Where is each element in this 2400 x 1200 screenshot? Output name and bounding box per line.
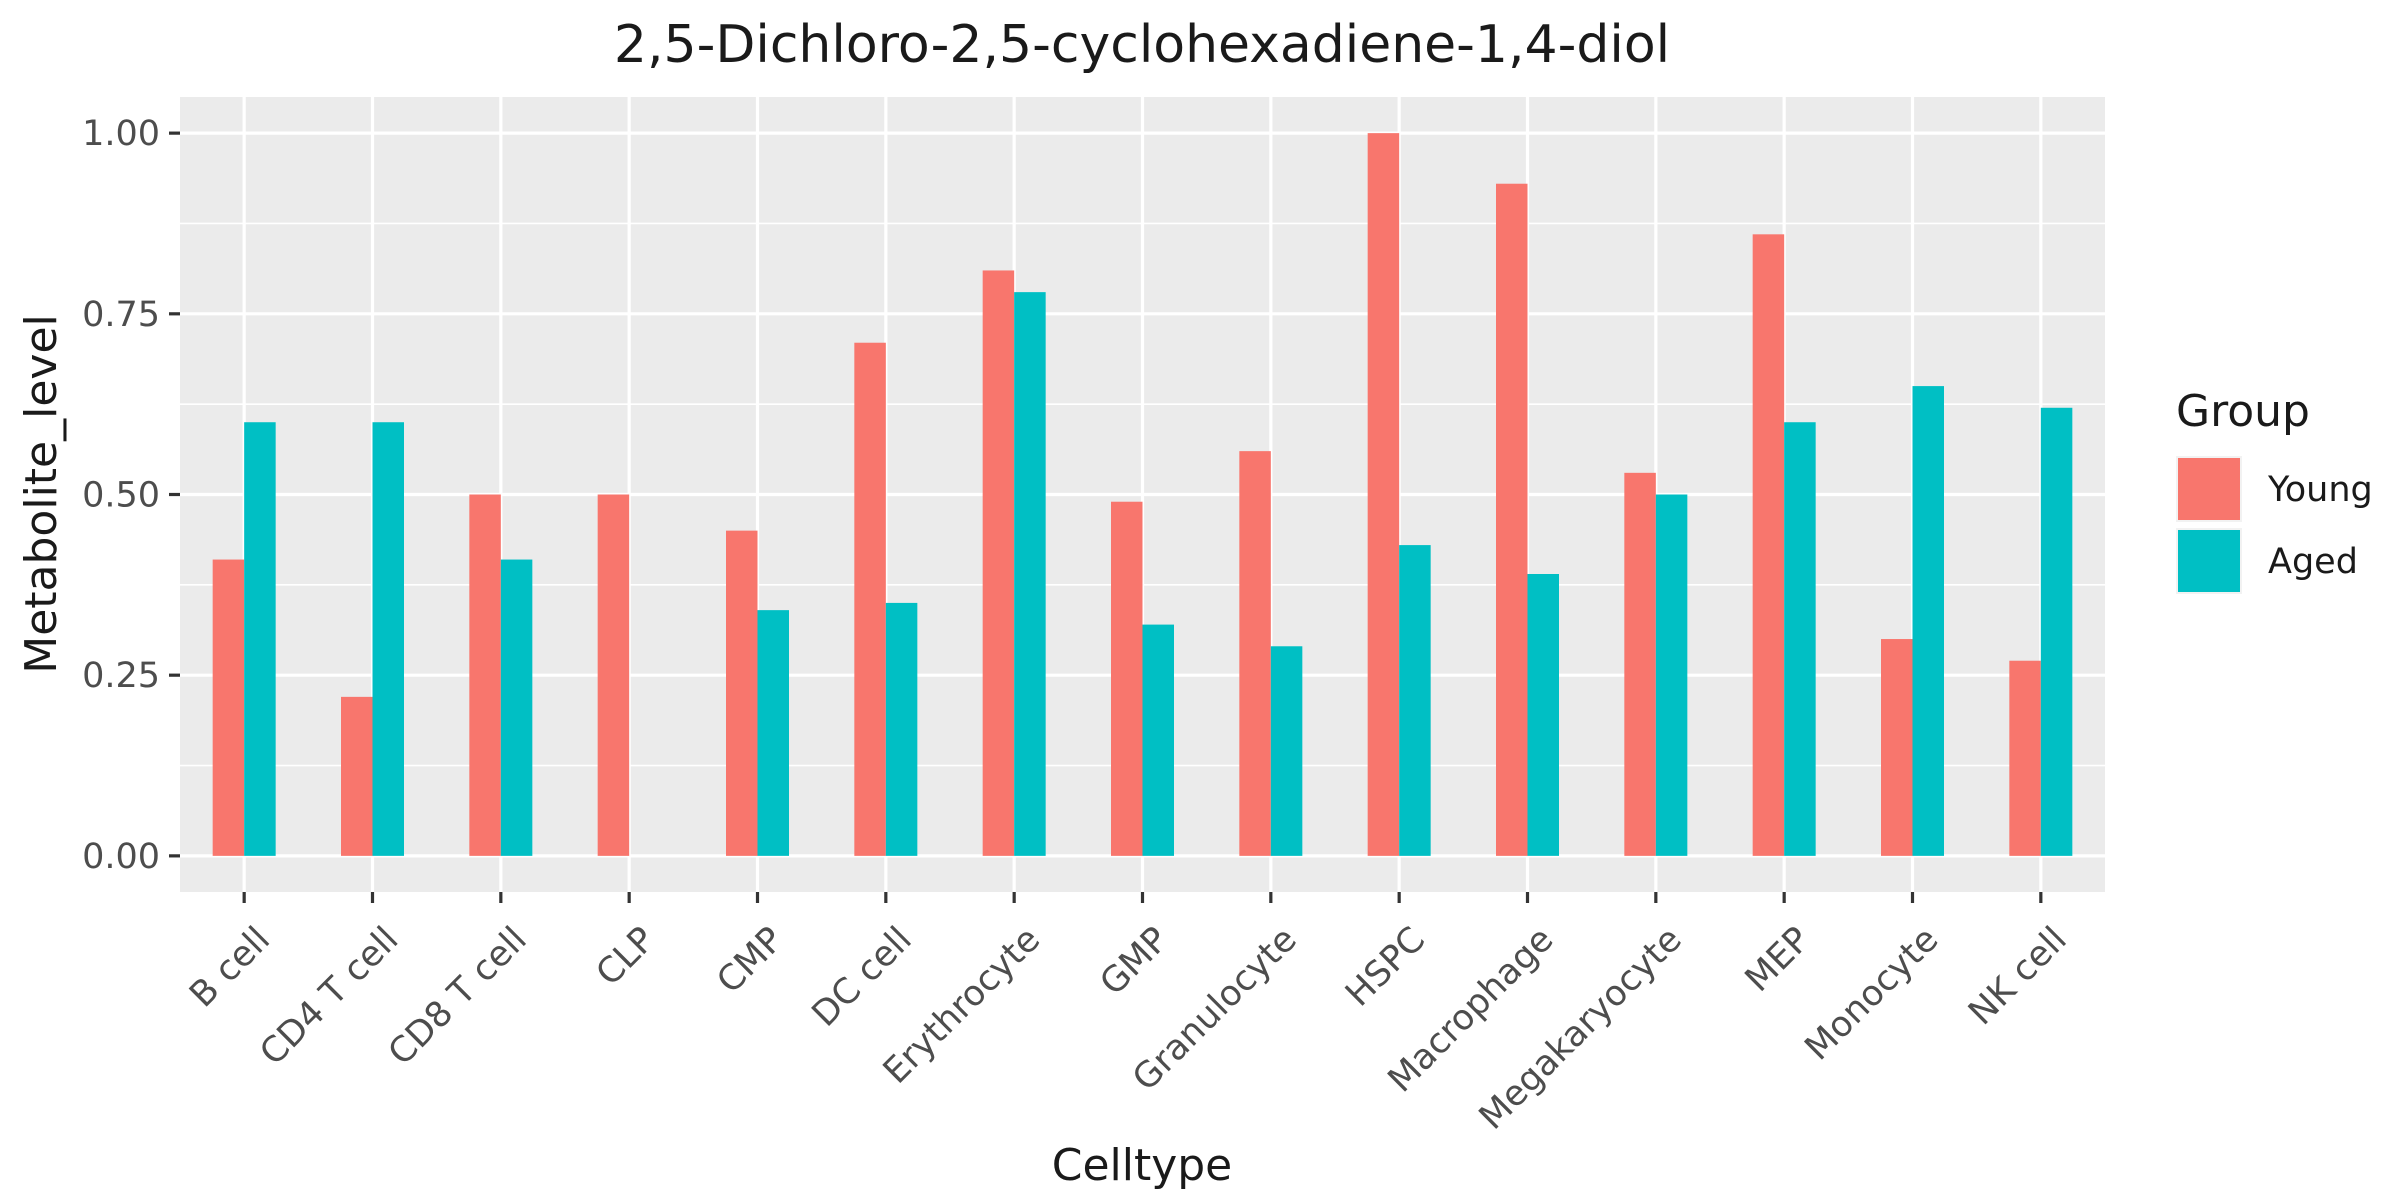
y-axis-title: Metabolite_level [16, 314, 67, 674]
y-tick-label: 0.25 [82, 656, 160, 696]
bar-young [469, 494, 501, 856]
bar-young [212, 559, 245, 856]
y-tick-label: 0.75 [82, 295, 160, 335]
bar-aged [1399, 545, 1431, 856]
legend-key-aged [2178, 530, 2240, 592]
y-tick-label: 1.00 [82, 114, 160, 154]
bar-aged [1912, 386, 1944, 856]
x-tick-label: MEP [1738, 920, 1818, 1000]
bar-young [1624, 472, 1656, 856]
legend-label-young: Young [2267, 470, 2373, 510]
y-tick-label: 0.00 [82, 837, 160, 877]
x-tick-label: HSPC [1338, 920, 1433, 1015]
x-tick-label: CD4 T cell [253, 920, 407, 1074]
legend-key-young [2178, 458, 2240, 520]
bar-aged [1527, 574, 1559, 856]
y-tick-label: 0.50 [82, 476, 160, 516]
legend-title: Group [2176, 386, 2310, 437]
x-tick-label: B cell [182, 920, 278, 1016]
legend-label-aged: Aged [2268, 542, 2358, 582]
bar-young [1752, 234, 1785, 856]
bar-young [726, 530, 758, 856]
x-axis-title: Celltype [1052, 1140, 1233, 1191]
bar-aged [2040, 407, 2073, 856]
bar-young [854, 342, 886, 856]
bar-young [341, 696, 373, 856]
bar-aged [500, 559, 533, 856]
x-tick-label: CD8 T cell [381, 920, 535, 1074]
bar-aged [372, 422, 404, 856]
bar-aged [757, 610, 789, 856]
bar-young [1367, 133, 1400, 856]
bar-aged [885, 602, 918, 856]
bar-young [982, 270, 1015, 856]
x-tick-label: GMP [1093, 920, 1177, 1004]
bar-young [1239, 451, 1271, 856]
bars [212, 133, 2073, 856]
bar-young [1496, 183, 1528, 856]
bar-young [2009, 660, 2041, 856]
bar-aged [1014, 292, 1046, 856]
bar-aged [244, 422, 276, 856]
bar-young [1111, 501, 1143, 856]
bar-young [597, 494, 630, 856]
x-tick-label: NK cell [1961, 920, 2074, 1033]
x-tick-label: Monocyte [1798, 920, 1947, 1069]
bar-aged [1270, 646, 1303, 856]
bar-young [1881, 639, 1913, 856]
x-tick-label: CMP [710, 920, 792, 1002]
x-tick-label: CLP [589, 920, 663, 994]
bar-aged [1655, 494, 1688, 856]
legend: Group Young Aged [2176, 386, 2373, 594]
bar-aged [1142, 624, 1174, 856]
bar-aged [1784, 422, 1816, 856]
x-tick-label: DC cell [805, 920, 920, 1035]
chart-title: 2,5-Dichloro-2,5-cyclohexadiene-1,4-diol [614, 15, 1670, 75]
